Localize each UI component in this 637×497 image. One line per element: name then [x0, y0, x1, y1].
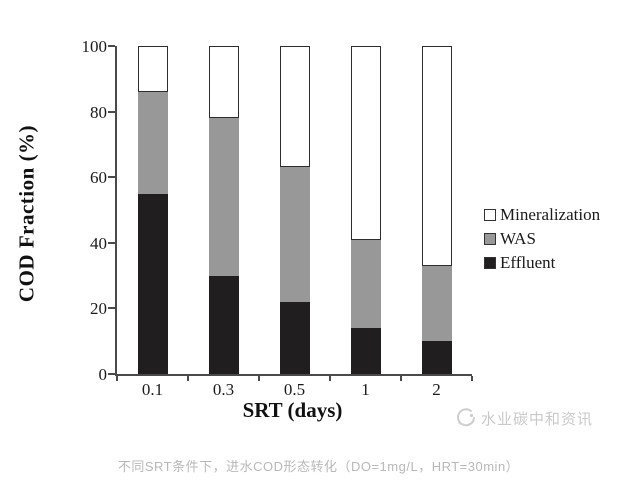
x-tick-mark	[329, 376, 331, 381]
bar-segment-mineralization	[137, 46, 168, 92]
y-tick-label: 20	[90, 299, 107, 319]
bar-segment-was	[350, 239, 381, 329]
legend-item-mineralization: Mineralization	[484, 206, 600, 224]
bar-segment-mineralization	[421, 46, 452, 266]
x-category-label: 2	[432, 380, 441, 399]
bar-segment-effluent	[137, 193, 168, 374]
bar-segment-was	[279, 167, 310, 302]
watermark-text: 水业碳中和资讯	[481, 410, 594, 428]
x-category-label: 0.1	[141, 380, 164, 399]
bar-segment-was	[421, 265, 452, 342]
y-tick-mark	[108, 45, 115, 47]
y-tick-label: 100	[81, 37, 108, 56]
legend-swatch-icon	[484, 233, 496, 245]
y-tick-mark	[108, 373, 115, 375]
bar-segment-effluent	[208, 275, 239, 374]
stacked-bar-2	[421, 46, 452, 374]
x-tick-mark	[400, 376, 402, 381]
legend-label: WAS	[500, 229, 536, 248]
stacked-bar-1	[350, 46, 381, 374]
x-category-label: 1	[361, 380, 370, 399]
y-tick-mark	[108, 307, 115, 310]
plot-area: 0 20 40 60 80 100 0.1 0.3 0.5 1 2	[82, 38, 473, 399]
figure-caption: 不同SRT条件下，进水COD形态转化（DO=1mg/L，HRT=30min）	[117, 459, 520, 474]
legend-item-effluent: Effluent	[484, 254, 600, 272]
x-category-label: 0.5	[283, 380, 306, 399]
y-tick-mark	[108, 110, 115, 113]
x-tick-mark	[187, 376, 189, 381]
bar-segment-mineralization	[208, 46, 239, 119]
bar-segment-effluent	[350, 328, 381, 374]
stacked-bar-0.5	[279, 46, 310, 374]
watermark: 水业碳中和资讯	[456, 407, 593, 429]
x-tick-mark	[471, 376, 473, 381]
bar-segment-effluent	[421, 341, 452, 374]
legend-label: Effluent	[500, 253, 556, 272]
y-tick-label: 0	[98, 365, 108, 384]
x-axis-title: SRT (days)	[242, 398, 343, 422]
bar-segment-was	[137, 91, 168, 194]
legend-swatch-icon	[484, 209, 496, 221]
bar-segment-effluent	[279, 301, 310, 374]
bar-segment-mineralization	[350, 46, 381, 240]
legend-item-was: WAS	[484, 230, 600, 248]
bar-segment-was	[208, 118, 239, 276]
y-tick-mark	[108, 241, 115, 244]
stacked-bar-0.1	[137, 46, 168, 374]
legend-label: Mineralization	[500, 205, 601, 224]
x-tick-mark	[258, 376, 260, 381]
y-tick-label: 60	[90, 168, 107, 188]
y-tick-mark	[108, 176, 115, 179]
y-tick-label: 80	[90, 102, 107, 122]
stacked-bar-0.3	[208, 46, 239, 374]
x-category-label: 0.3	[212, 380, 235, 399]
y-tick-label: 40	[90, 233, 107, 253]
y-axis-title: COD Fraction (%)	[14, 124, 39, 303]
legend: Mineralization WAS Effluent	[484, 206, 600, 272]
x-tick-mark	[116, 376, 118, 381]
water-logo-icon	[457, 408, 475, 427]
legend-swatch-icon	[484, 257, 496, 269]
bar-segment-mineralization	[279, 46, 310, 168]
